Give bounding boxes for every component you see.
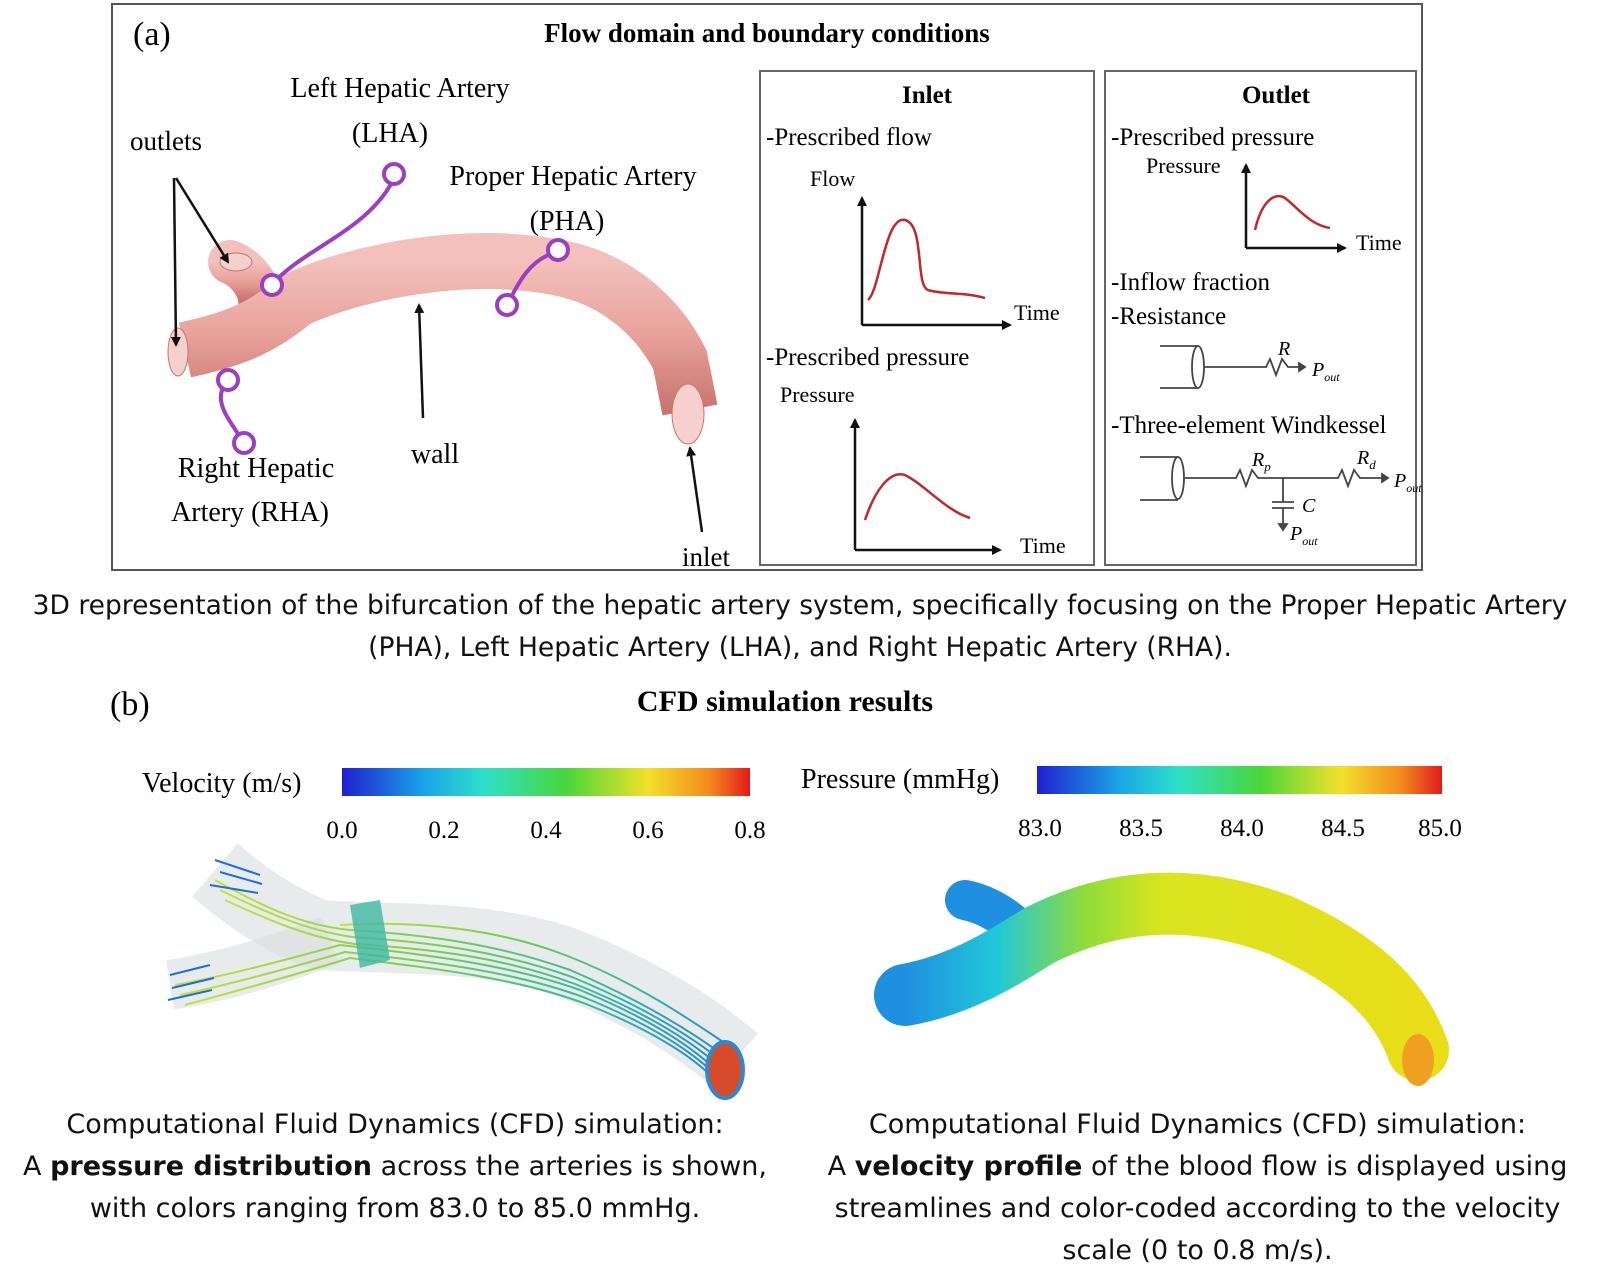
inlet-title: Inlet	[902, 82, 953, 109]
pressure-tick-3: 84.5	[1321, 815, 1365, 842]
velocity-tick-0: 0.0	[326, 817, 357, 844]
caption-right-body: A velocity profile of the blood flow is …	[800, 1146, 1595, 1272]
velocity-tick-1: 0.2	[428, 817, 459, 844]
pressure-model	[874, 872, 1449, 1086]
velocity-tick-3: 0.6	[632, 817, 663, 844]
outlet-item-windkessel: -Three-element Windkessel	[1111, 412, 1387, 439]
inlet-time-label-1: Time	[1014, 300, 1060, 325]
resistance-r-label: R	[1277, 338, 1290, 360]
resistance-pout-label: Pout	[1311, 359, 1340, 384]
pressure-tick-0: 83.0	[1018, 815, 1062, 842]
pressure-tick-2: 84.0	[1220, 815, 1264, 842]
resistance-pout-sub: out	[1324, 370, 1340, 384]
windkessel-rd-label: Rd	[1356, 447, 1376, 472]
windkessel-rd-sub: d	[1369, 457, 1376, 472]
velocity-tick-4: 0.8	[734, 817, 765, 844]
label-inlet: inlet	[682, 542, 730, 572]
panel-a-label: (a)	[133, 16, 171, 53]
windkessel-pout-right-sub: out	[1406, 481, 1422, 495]
caption-a: 3D representation of the bifurcation of …	[32, 590, 1568, 663]
pressure-ticks: 83.0 83.5 84.0 84.5 85.0	[1018, 815, 1462, 842]
inlet-time-label-2: Time	[1020, 533, 1066, 558]
label-rha-line1: Right Hepatic	[178, 453, 334, 484]
panel-b-label: (b)	[110, 686, 150, 723]
inlet-item-prescribed-pressure: -Prescribed pressure	[766, 344, 969, 371]
windkessel-pout-bottom: Pout	[1289, 523, 1318, 548]
resistance-circuit	[1160, 345, 1307, 389]
windkessel-circuit	[1140, 456, 1390, 532]
label-wall: wall	[411, 439, 459, 470]
windkessel-pout-right-p: P	[1393, 470, 1406, 492]
windkessel-rp-r: R	[1251, 449, 1264, 471]
streamline-model	[165, 843, 758, 1100]
annotation-arrows	[170, 177, 704, 533]
velocity-scale-label: Velocity (m/s)	[142, 768, 301, 799]
hepatic-artery-model	[167, 233, 718, 445]
outlet-item-prescribed-pressure: -Prescribed pressure	[1111, 124, 1314, 151]
caption-left-bold: pressure distribution	[50, 1151, 373, 1182]
pressure-tick-1: 83.5	[1119, 815, 1163, 842]
inlet-item-prescribed-flow: -Prescribed flow	[766, 124, 932, 151]
windkessel-c-label: C	[1302, 495, 1316, 517]
velocity-tick-2: 0.4	[530, 817, 562, 844]
panel-a-frame	[111, 3, 1423, 571]
outlet-pressure-axis-label: Pressure	[1146, 153, 1221, 178]
outlet-pressure-plot	[1241, 163, 1347, 253]
pressure-scale-label: Pressure (mmHg)	[801, 764, 999, 795]
resistance-pout-p: P	[1311, 359, 1324, 381]
vessel-markers	[216, 162, 570, 455]
outlet-item-resistance: -Resistance	[1111, 303, 1226, 330]
caption-right: Computational Fluid Dynamics (CFD) simul…	[800, 1104, 1595, 1272]
pressure-colorbar	[1037, 766, 1442, 794]
caption-left-post: across the arteries is shown, with color…	[89, 1151, 767, 1224]
caption-left-line1: Computational Fluid Dynamics (CFD) simul…	[66, 1109, 724, 1140]
velocity-ticks: 0.0 0.2 0.4 0.6 0.8	[326, 817, 765, 844]
caption-left: Computational Fluid Dynamics (CFD) simul…	[0, 1104, 790, 1230]
caption-left-pre: A	[23, 1151, 51, 1182]
outlet-box	[1104, 70, 1417, 566]
caption-right-bold: velocity profile	[854, 1151, 1083, 1182]
caption-left-body: A pressure distribution across the arter…	[0, 1146, 790, 1230]
caption-right-pre: A	[827, 1151, 855, 1182]
caption-right-line1: Computational Fluid Dynamics (CFD) simul…	[868, 1109, 1527, 1140]
inlet-flow-axis-label: Flow	[810, 166, 855, 191]
label-rha-line2: Artery (RHA)	[171, 497, 329, 528]
panel-b-title: CFD simulation results	[637, 685, 933, 718]
outlet-time-label: Time	[1356, 230, 1402, 255]
windkessel-pout-right: Pout	[1393, 470, 1422, 495]
caption-a-container: 3D representation of the bifurcation of …	[32, 590, 1568, 663]
windkessel-pout-bottom-sub: out	[1302, 534, 1318, 548]
label-outlets: outlets	[130, 126, 202, 156]
windkessel-pout-bottom-p: P	[1289, 523, 1302, 545]
panel-a-title: Flow domain and boundary conditions	[544, 18, 990, 48]
velocity-colorbar	[342, 768, 750, 796]
label-pha-line1: Proper Hepatic Artery	[449, 161, 696, 192]
label-lha-line2: (LHA)	[352, 118, 428, 149]
windkessel-rd-r: R	[1356, 447, 1369, 469]
outlet-item-inflow-fraction: -Inflow fraction	[1111, 269, 1270, 296]
caption-right-post: of the blood flow is displayed using str…	[834, 1151, 1568, 1266]
inlet-box	[759, 70, 1095, 566]
inlet-pressure-axis-label: Pressure	[780, 382, 855, 407]
windkessel-rp-sub: p	[1263, 459, 1271, 474]
windkessel-rp-label: Rp	[1251, 449, 1271, 474]
inlet-pressure-plot	[850, 418, 1002, 555]
label-lha-line1: Left Hepatic Artery	[290, 73, 509, 104]
pressure-tick-4: 85.0	[1418, 815, 1462, 842]
label-pha-line2: (PHA)	[530, 206, 605, 237]
inlet-flow-plot	[857, 196, 1012, 330]
outlet-title: Outlet	[1242, 82, 1311, 109]
